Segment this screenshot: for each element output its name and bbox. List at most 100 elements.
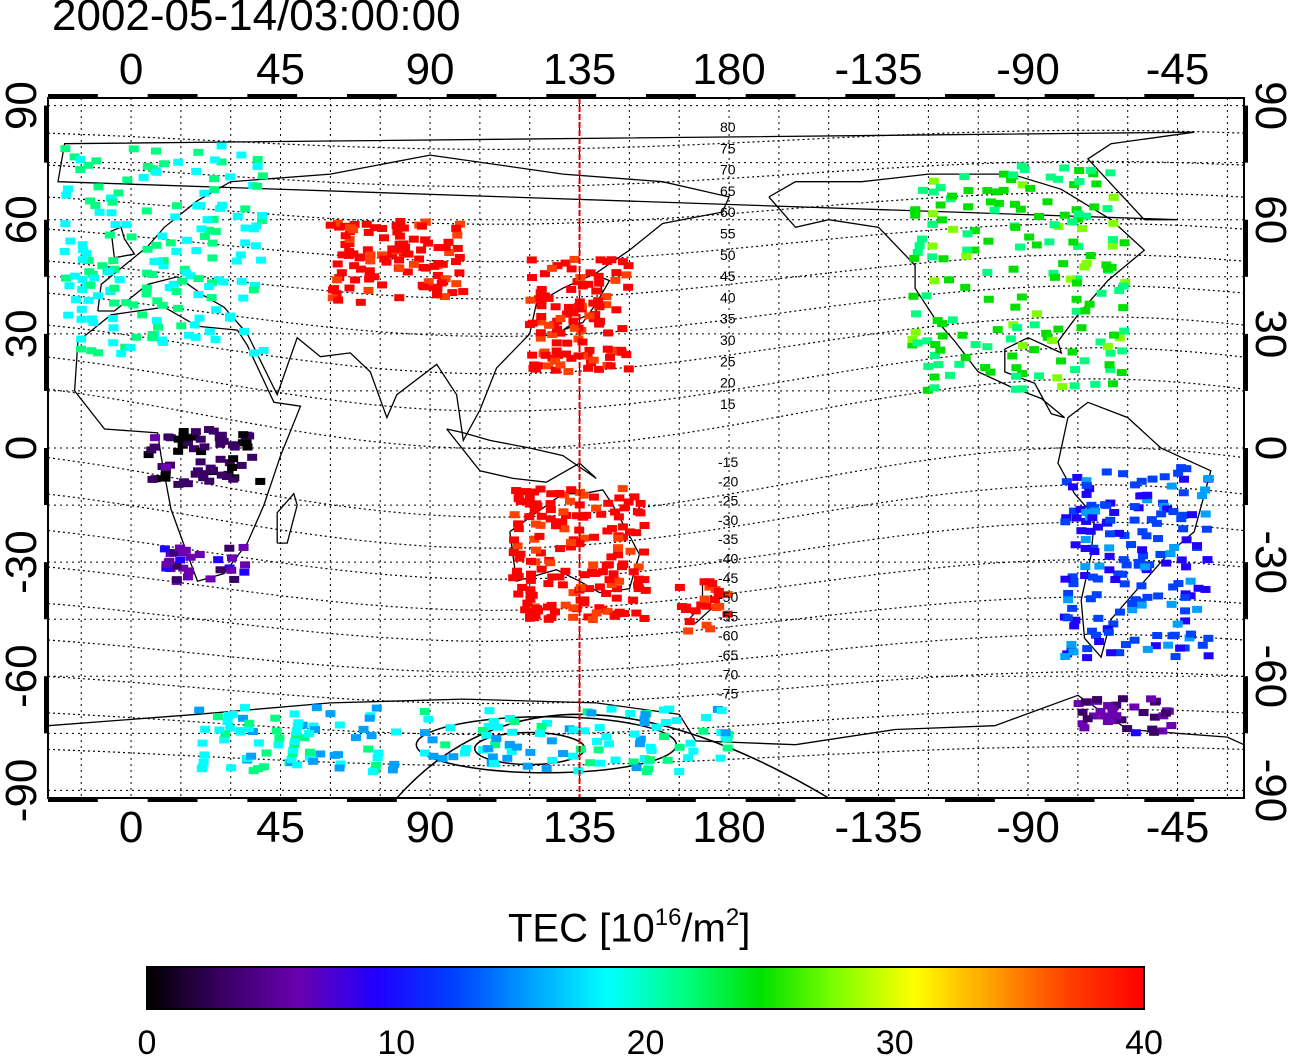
tec-cell: [1202, 556, 1213, 564]
tec-cell: [1007, 171, 1018, 179]
tec-cell: [969, 246, 980, 254]
tec-cell: [588, 356, 599, 364]
tec-cell: [86, 315, 97, 323]
tec-cell: [1015, 205, 1026, 213]
tec-cell: [240, 435, 251, 443]
tec-cell: [633, 575, 644, 583]
tec-cell: [985, 368, 996, 376]
tec-cell: [137, 311, 148, 319]
tec-cell: [573, 352, 584, 360]
tec-cell: [153, 323, 164, 331]
tec-cell: [308, 757, 319, 765]
tec-cell: [720, 734, 731, 742]
tec-cell: [660, 718, 671, 726]
tec-cell: [525, 576, 536, 584]
contour-label: -25: [718, 493, 738, 509]
tec-cell: [182, 236, 193, 244]
tec-cell: [291, 728, 302, 736]
tec-cell: [1162, 505, 1173, 513]
lat-tick-label: 90: [0, 81, 46, 130]
tec-cell: [676, 603, 687, 611]
tec-cell: [387, 766, 398, 774]
tec-cell: [1071, 295, 1082, 303]
tec-cell: [340, 222, 351, 230]
tec-cell: [194, 706, 205, 714]
lon-tick-label: -135: [835, 45, 923, 94]
tec-cell: [60, 220, 71, 228]
tec-cell: [153, 257, 164, 265]
tec-cell: [611, 594, 622, 602]
tec-cell: [141, 290, 152, 298]
tec-cell: [1108, 236, 1119, 244]
tec-cell: [121, 299, 132, 307]
tec-cell: [1104, 566, 1115, 574]
tec-cell: [113, 189, 124, 197]
tec-cell: [1192, 605, 1203, 613]
tec-cell: [391, 222, 402, 230]
tec-cell: [452, 231, 463, 239]
tec-cell: [536, 302, 547, 310]
tec-cell: [239, 568, 250, 576]
tec-cell: [914, 242, 925, 250]
tec-cell: [524, 321, 535, 329]
tec-cell: [325, 710, 336, 718]
tec-cell: [593, 272, 604, 280]
tec-cell: [1156, 510, 1167, 518]
tec-cell: [158, 262, 169, 270]
tec-cell: [1114, 608, 1125, 616]
tec-cell: [416, 222, 427, 230]
tec-cell: [568, 317, 579, 325]
tec-cell: [1072, 473, 1083, 481]
tec-cell: [258, 763, 269, 771]
tec-cell: [83, 256, 94, 264]
frame-band: [646, 798, 696, 802]
tec-cell: [150, 434, 161, 442]
tec-cell: [1067, 573, 1078, 581]
tec-cell: [143, 451, 154, 459]
tec-cell: [1106, 649, 1117, 657]
tec-cell: [524, 494, 535, 502]
tec-cell: [1176, 556, 1187, 564]
tec-cell: [131, 333, 142, 341]
tec-cell: [455, 220, 466, 228]
tec-cell: [659, 733, 670, 741]
tec-cell: [536, 313, 547, 321]
tec-cell: [1063, 589, 1074, 597]
tec-cell: [1130, 596, 1141, 604]
tec-cell: [398, 224, 409, 232]
tec-cell: [1151, 519, 1162, 527]
tec-cell: [722, 744, 733, 752]
tec-cell: [216, 142, 227, 150]
tec-cell: [403, 250, 414, 258]
tec-cell: [191, 167, 202, 175]
tec-cell: [1061, 514, 1072, 522]
tec-cell: [1118, 556, 1129, 564]
tec-cell: [150, 147, 161, 155]
tec-cell: [173, 480, 184, 488]
tec-cell: [524, 500, 535, 508]
tec-cell: [244, 719, 255, 727]
lat-tick-label: 30: [1246, 309, 1292, 358]
frame-band: [48, 94, 98, 98]
tec-cell: [550, 522, 561, 530]
tec-cell: [311, 704, 322, 712]
tec-cell: [1031, 310, 1042, 318]
tec-cell: [364, 267, 375, 275]
tec-cell: [304, 753, 315, 761]
tec-cell: [241, 439, 252, 447]
tec-cell: [635, 735, 646, 743]
tec-cell: [190, 333, 201, 341]
tec-cell: [1129, 703, 1140, 711]
tec-cell: [189, 433, 200, 441]
tec-cell: [206, 279, 217, 287]
tec-cell: [1024, 233, 1035, 241]
tec-cell: [935, 346, 946, 354]
tec-cell: [225, 312, 236, 320]
tec-cell: [1050, 273, 1061, 281]
tec-cell: [1133, 561, 1144, 569]
tec-cell: [363, 745, 374, 753]
tec-cell: [108, 339, 119, 347]
map-frame: [44, 94, 1248, 802]
tec-cell: [193, 148, 204, 156]
tec-cell: [1176, 464, 1187, 472]
